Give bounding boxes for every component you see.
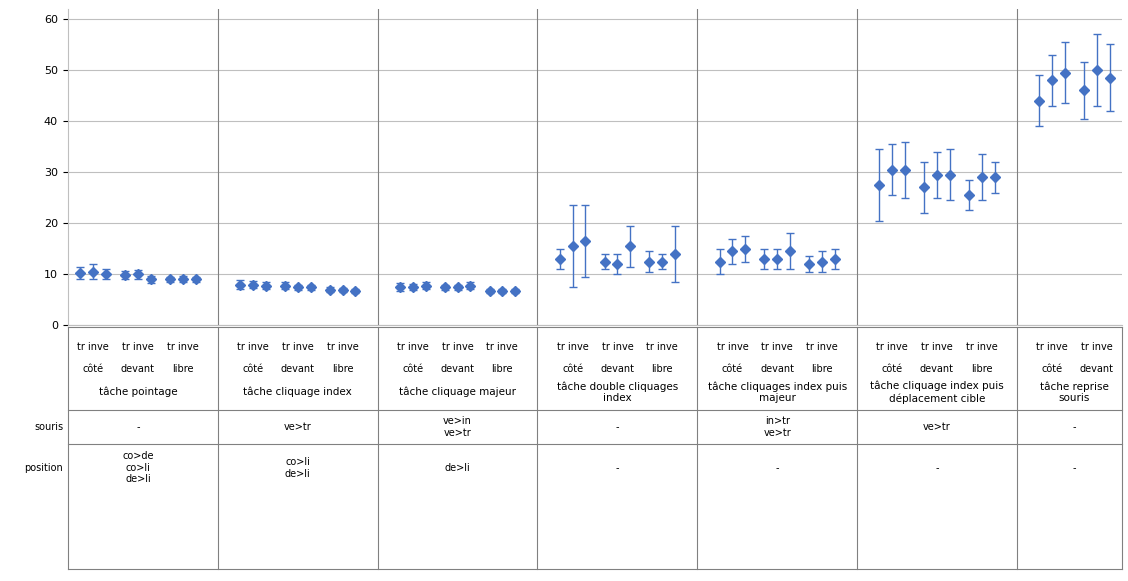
Text: tr inve: tr inve [397, 342, 429, 353]
Text: tr inve: tr inve [1037, 342, 1068, 353]
Text: devant: devant [121, 364, 155, 374]
Text: libre: libre [332, 364, 353, 374]
Text: tr inve: tr inve [646, 342, 678, 353]
Text: position: position [25, 462, 63, 473]
Text: ve>tr: ve>tr [923, 422, 951, 432]
Text: tr inve: tr inve [807, 342, 838, 353]
Text: côté: côté [722, 364, 743, 374]
Text: côté: côté [82, 364, 104, 374]
Text: tr inve: tr inve [167, 342, 199, 353]
Text: devant: devant [281, 364, 315, 374]
Text: tr inve: tr inve [78, 342, 109, 353]
Text: tr inve: tr inve [237, 342, 268, 353]
Text: tr inve: tr inve [922, 342, 953, 353]
Text: tr inve: tr inve [442, 342, 474, 353]
Text: -: - [136, 422, 140, 432]
Text: tâche pointage: tâche pointage [98, 387, 177, 397]
Text: in>tr
ve>tr: in>tr ve>tr [764, 416, 791, 438]
Text: côté: côté [243, 364, 264, 374]
Text: tâche cliquage majeur: tâche cliquage majeur [399, 387, 517, 397]
Text: -: - [935, 462, 938, 473]
Text: -: - [616, 462, 619, 473]
Text: tr inve: tr inve [716, 342, 748, 353]
Text: libre: libre [811, 364, 832, 374]
Text: tr inve: tr inve [761, 342, 793, 353]
Text: tâche cliquage index puis
déplacement cible: tâche cliquage index puis déplacement ci… [870, 381, 1004, 404]
Text: tr inve: tr inve [1081, 342, 1112, 353]
Text: devant: devant [760, 364, 794, 374]
Text: côté: côté [403, 364, 423, 374]
Text: devant: devant [441, 364, 475, 374]
Text: tâche double cliquages
index: tâche double cliquages index [557, 381, 678, 403]
Text: tr inve: tr inve [876, 342, 908, 353]
Text: côté: côté [562, 364, 583, 374]
Text: tâche cliquages index puis
majeur: tâche cliquages index puis majeur [707, 381, 847, 403]
Text: côté: côté [1041, 364, 1063, 374]
Text: -: - [1073, 422, 1076, 432]
Text: co>de
co>li
de>li: co>de co>li de>li [122, 451, 153, 485]
Text: -: - [775, 462, 779, 473]
Text: libre: libre [651, 364, 673, 374]
Text: -: - [1073, 462, 1076, 473]
Text: tr inve: tr inve [557, 342, 589, 353]
Text: libre: libre [171, 364, 194, 374]
Text: ve>tr: ve>tr [284, 422, 311, 432]
Text: co>li
de>li: co>li de>li [285, 457, 310, 479]
Text: libre: libre [971, 364, 993, 374]
Text: tr inve: tr inve [601, 342, 633, 353]
Text: ve>in
ve>tr: ve>in ve>tr [443, 416, 472, 438]
Text: de>li: de>li [444, 462, 470, 473]
Text: devant: devant [600, 364, 634, 374]
Text: devant: devant [1079, 364, 1113, 374]
Text: tr inve: tr inve [486, 342, 518, 353]
Text: -: - [616, 422, 619, 432]
Text: tr inve: tr inve [282, 342, 314, 353]
Text: tr inve: tr inve [966, 342, 997, 353]
Text: tr inve: tr inve [327, 342, 359, 353]
Text: tâche reprise
souris: tâche reprise souris [1040, 381, 1109, 403]
Text: devant: devant [920, 364, 954, 374]
Text: tr inve: tr inve [122, 342, 153, 353]
Text: libre: libre [492, 364, 513, 374]
Text: tâche cliquage index: tâche cliquage index [244, 387, 352, 397]
Text: souris: souris [34, 422, 63, 432]
Text: côté: côté [882, 364, 902, 374]
